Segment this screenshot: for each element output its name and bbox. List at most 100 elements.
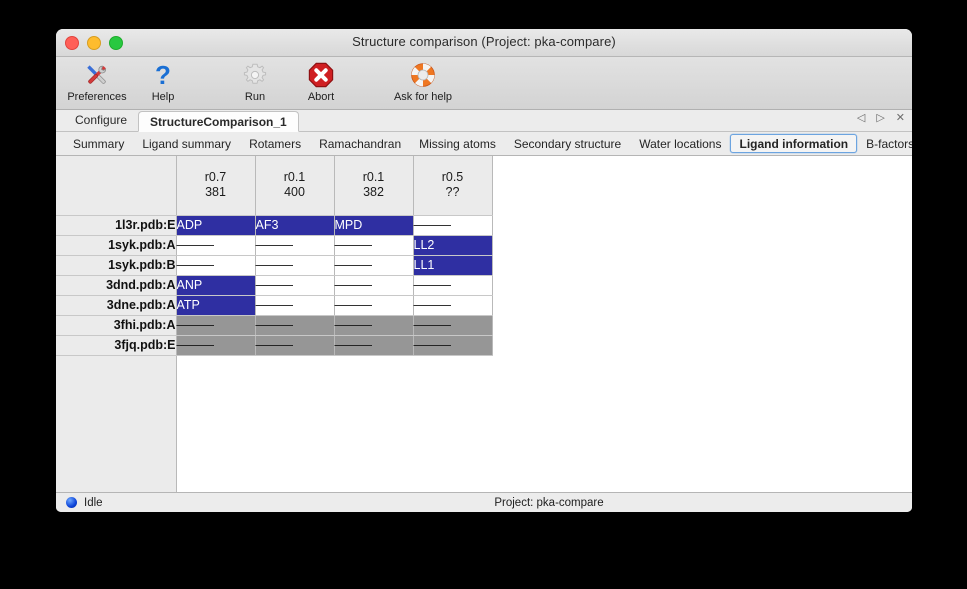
cell-1-2[interactable]: ——— xyxy=(334,235,414,256)
cell-3-0[interactable]: ANP xyxy=(176,275,256,296)
table-row[interactable]: 3fjq.pdb:E ——— ——— ——— ——— xyxy=(56,335,493,356)
table-header-row: r0.7 381 r0.1 400 r0.1 382 r0.5 ?? xyxy=(56,156,493,216)
cell-2-3[interactable]: LL1 xyxy=(413,255,493,276)
toolbar-label-abort: Abort xyxy=(307,91,335,103)
cell-6-1[interactable]: ——— xyxy=(255,335,335,356)
column-header-0-line1: r0.7 xyxy=(204,170,227,185)
column-header-2-line1: r0.1 xyxy=(362,170,385,185)
toolbar-button-ask-for-help[interactable]: Ask for help xyxy=(380,57,466,109)
project-tab-bar: Configure StructureComparison_1 ◁ ▷ ✕ xyxy=(56,110,912,132)
cell-2-2[interactable]: ——— xyxy=(334,255,414,276)
cell-6-2[interactable]: ——— xyxy=(334,335,414,356)
window-controls xyxy=(65,36,123,50)
table-row[interactable]: 3dnd.pdb:A ANP ——— ——— ——— xyxy=(56,275,493,296)
window-title: Structure comparison (Project: pka-compa… xyxy=(352,34,616,49)
cell-1-3[interactable]: LL2 xyxy=(413,235,493,256)
tab-water-locations[interactable]: Water locations xyxy=(639,137,722,151)
cell-3-3[interactable]: ——— xyxy=(413,275,493,296)
column-header-1[interactable]: r0.1 400 xyxy=(255,156,335,216)
cell-1-0[interactable]: ——— xyxy=(176,235,256,256)
tab-ramachandran[interactable]: Ramachandran xyxy=(319,137,402,151)
cell-6-3[interactable]: ——— xyxy=(413,335,493,356)
tab-rotamers[interactable]: Rotamers xyxy=(249,137,302,151)
project-tab-controls: ◁ ▷ ✕ xyxy=(857,113,905,124)
cell-5-2[interactable]: ——— xyxy=(334,315,414,336)
cell-5-1[interactable]: ——— xyxy=(255,315,335,336)
cell-0-3[interactable]: ——— xyxy=(413,215,493,236)
minimize-button[interactable] xyxy=(87,36,101,50)
svg-text:?: ? xyxy=(155,61,171,89)
toolbar-label-ask-for-help: Ask for help xyxy=(393,91,453,103)
status-project-label: Project: pka-compare xyxy=(494,496,604,509)
cell-4-3[interactable]: ——— xyxy=(413,295,493,316)
status-dot-idle-icon xyxy=(66,497,77,508)
project-tab-structurecomparison-1[interactable]: StructureComparison_1 xyxy=(138,111,299,132)
table-row[interactable]: 3fhi.pdb:A ——— ——— ——— ——— xyxy=(56,315,493,336)
column-header-3[interactable]: r0.5 ?? xyxy=(413,156,493,216)
ligand-information-table-area: r0.7 381 r0.1 400 r0.1 382 r0.5 ?? xyxy=(56,155,912,492)
cell-1-1[interactable]: ——— xyxy=(255,235,335,256)
column-header-2[interactable]: r0.1 382 xyxy=(334,156,414,216)
window-titlebar: Structure comparison (Project: pka-compa… xyxy=(56,29,912,57)
toolbar-button-help[interactable]: ? Help xyxy=(130,57,196,109)
zoom-button[interactable] xyxy=(109,36,123,50)
next-tab-icon[interactable]: ▷ xyxy=(876,112,885,124)
toolbar-label-help: Help xyxy=(151,91,175,103)
toolbar-button-preferences[interactable]: Preferences xyxy=(64,57,130,109)
preferences-tools-icon xyxy=(83,60,111,89)
cell-5-0[interactable]: ——— xyxy=(176,315,256,336)
row-header-2[interactable]: 1syk.pdb:B xyxy=(56,255,177,276)
tab-missing-atoms[interactable]: Missing atoms xyxy=(419,137,496,151)
cell-6-0[interactable]: ——— xyxy=(176,335,256,356)
cell-0-2[interactable]: MPD xyxy=(334,215,414,236)
tab-secondary-structure[interactable]: Secondary structure xyxy=(513,137,622,151)
cell-0-0[interactable]: ADP xyxy=(176,215,256,236)
close-tab-icon[interactable]: ✕ xyxy=(895,112,905,124)
toolbar-button-abort[interactable]: Abort xyxy=(288,57,354,109)
tab-ligand-summary[interactable]: Ligand summary xyxy=(142,137,232,151)
status-state-label: Idle xyxy=(84,496,103,509)
row-header-4[interactable]: 3dne.pdb:A xyxy=(56,295,177,316)
table-row[interactable]: 1syk.pdb:B ——— ——— ——— LL1 xyxy=(56,255,493,276)
toolbar-label-preferences: Preferences xyxy=(67,91,127,103)
main-toolbar: Preferences ? Help Run xyxy=(56,57,912,110)
tab-ligand-information[interactable]: Ligand information xyxy=(730,134,858,153)
cell-4-2[interactable]: ——— xyxy=(334,295,414,316)
row-header-1[interactable]: 1syk.pdb:A xyxy=(56,235,177,256)
column-header-1-line1: r0.1 xyxy=(283,170,306,185)
cell-2-1[interactable]: ——— xyxy=(255,255,335,276)
project-tab-configure[interactable]: Configure xyxy=(75,113,128,127)
row-header-0[interactable]: 1l3r.pdb:E xyxy=(56,215,177,236)
table-row[interactable]: 1syk.pdb:A ——— ——— ——— LL2 xyxy=(56,235,493,256)
cell-2-0[interactable]: ——— xyxy=(176,255,256,276)
row-header-6[interactable]: 3fjq.pdb:E xyxy=(56,335,177,356)
cell-0-1[interactable]: AF3 xyxy=(255,215,335,236)
column-header-1-line2: 400 xyxy=(284,185,305,200)
tab-b-factors[interactable]: B-factors xyxy=(866,137,912,151)
cell-3-2[interactable]: ——— xyxy=(334,275,414,296)
column-header-0[interactable]: r0.7 381 xyxy=(176,156,256,216)
cell-4-0[interactable]: ATP xyxy=(176,295,256,316)
cell-5-3[interactable]: ——— xyxy=(413,315,493,336)
run-gear-icon xyxy=(241,60,269,89)
column-header-2-line2: 382 xyxy=(363,185,384,200)
column-header-3-line2: ?? xyxy=(445,185,460,200)
close-button[interactable] xyxy=(65,36,79,50)
abort-stop-icon xyxy=(307,60,335,89)
cell-3-1[interactable]: ——— xyxy=(255,275,335,296)
cell-4-1[interactable]: ——— xyxy=(255,295,335,316)
column-header-0-line2: 381 xyxy=(205,185,226,200)
toolbar-button-run[interactable]: Run xyxy=(222,57,288,109)
table-body: 1l3r.pdb:E ADP AF3 MPD ——— 1syk.pdb:A ——… xyxy=(56,215,493,356)
row-header-5[interactable]: 3fhi.pdb:A xyxy=(56,315,177,336)
table-row[interactable]: 1l3r.pdb:E ADP AF3 MPD ——— xyxy=(56,215,493,236)
app-window: Structure comparison (Project: pka-compa… xyxy=(56,29,912,512)
ligand-information-table: r0.7 381 r0.1 400 r0.1 382 r0.5 ?? xyxy=(56,156,493,356)
tab-summary[interactable]: Summary xyxy=(73,137,125,151)
prev-tab-icon[interactable]: ◁ xyxy=(856,112,866,124)
table-row[interactable]: 3dne.pdb:A ATP ——— ——— ——— xyxy=(56,295,493,316)
row-header-3[interactable]: 3dnd.pdb:A xyxy=(56,275,177,296)
toolbar-label-run: Run xyxy=(244,91,266,103)
section-tab-bar: Summary Ligand summary Rotamers Ramachan… xyxy=(56,132,912,155)
table-header: r0.7 381 r0.1 400 r0.1 382 r0.5 ?? xyxy=(56,156,493,216)
